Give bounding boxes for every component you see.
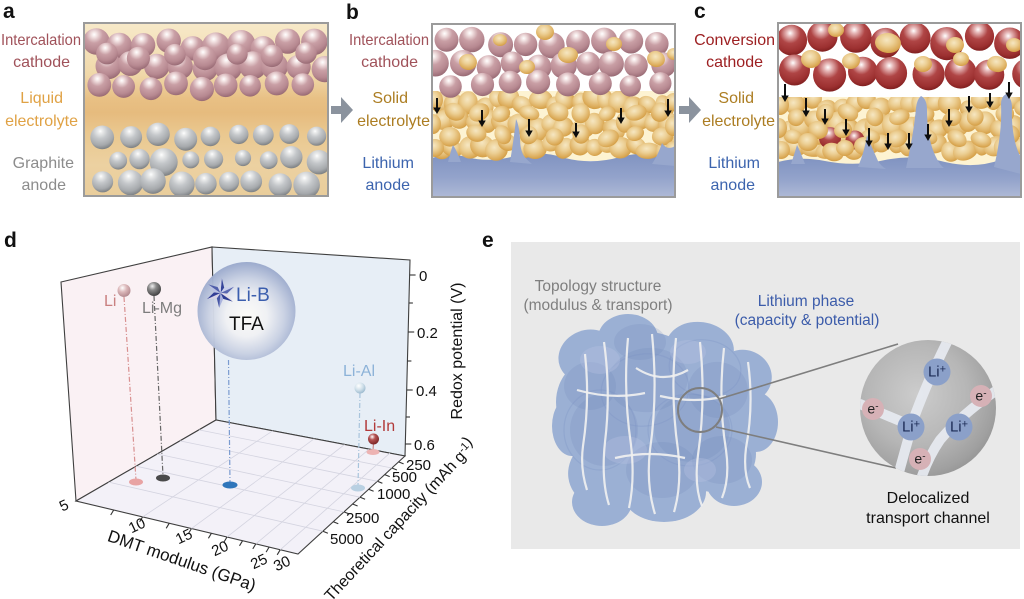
svg-text:cathode: cathode [361, 54, 418, 71]
svg-text:Topology structure: Topology structure [535, 278, 662, 295]
svg-text:electrolyte: electrolyte [357, 113, 430, 130]
svg-text:2500: 2500 [346, 510, 379, 527]
svg-text:Lithium: Lithium [362, 155, 414, 172]
svg-text:0: 0 [419, 268, 427, 285]
svg-text:25: 25 [248, 551, 270, 573]
svg-text:Li: Li [104, 293, 116, 310]
svg-text:30: 30 [271, 553, 293, 575]
svg-text:e-: e- [867, 401, 878, 417]
svg-text:0.2: 0.2 [417, 325, 438, 342]
svg-text:Solid: Solid [372, 90, 408, 107]
svg-text:Li-Al: Li-Al [343, 363, 375, 380]
svg-text:cathode: cathode [706, 54, 763, 71]
svg-text:Solid: Solid [718, 90, 754, 107]
svg-text:Li-B: Li-B [236, 285, 270, 306]
svg-text:Conversion: Conversion [694, 32, 775, 49]
svg-text:TFA: TFA [229, 314, 264, 335]
svg-text:Li-Mg: Li-Mg [142, 300, 182, 317]
svg-text:15: 15 [173, 526, 195, 548]
svg-text:0.4: 0.4 [416, 383, 437, 400]
svg-text:Intercalation: Intercalation [349, 32, 429, 49]
svg-text:Lithium phase: Lithium phase [758, 293, 855, 310]
svg-text:(capacity & potential): (capacity & potential) [735, 312, 880, 329]
svg-text:Redox potential (V): Redox potential (V) [449, 283, 466, 420]
svg-text:anode: anode [366, 177, 411, 194]
svg-text:5: 5 [57, 496, 72, 515]
svg-text:5000: 5000 [330, 531, 363, 548]
svg-text:(modulus & transport): (modulus & transport) [523, 297, 672, 314]
svg-text:500: 500 [392, 469, 417, 486]
svg-text:anode: anode [711, 177, 756, 194]
svg-text:10: 10 [126, 515, 148, 537]
svg-text:a: a [3, 0, 15, 23]
svg-text:d: d [4, 229, 17, 252]
svg-text:b: b [346, 1, 359, 24]
svg-text:cathode: cathode [13, 54, 70, 71]
svg-text:Lithium: Lithium [708, 155, 760, 172]
svg-text:1000: 1000 [377, 486, 410, 503]
svg-text:electrolyte: electrolyte [702, 113, 775, 130]
svg-text:e-: e- [914, 451, 925, 467]
svg-text:e: e [482, 229, 494, 252]
svg-text:electrolyte: electrolyte [5, 113, 78, 130]
svg-text:Intercalation: Intercalation [1, 32, 81, 49]
svg-text:e-: e- [975, 388, 986, 404]
svg-text:20: 20 [209, 538, 231, 560]
svg-text:Liquid: Liquid [20, 90, 63, 107]
svg-text:transport channel: transport channel [866, 510, 990, 527]
svg-text:c: c [694, 0, 706, 23]
svg-text:Delocalized: Delocalized [887, 490, 970, 507]
svg-text:Li-In: Li-In [364, 418, 395, 435]
svg-text:anode: anode [22, 177, 67, 194]
svg-text:250: 250 [406, 457, 431, 474]
svg-text:0.6: 0.6 [414, 437, 435, 454]
svg-text:Graphite: Graphite [13, 155, 74, 172]
